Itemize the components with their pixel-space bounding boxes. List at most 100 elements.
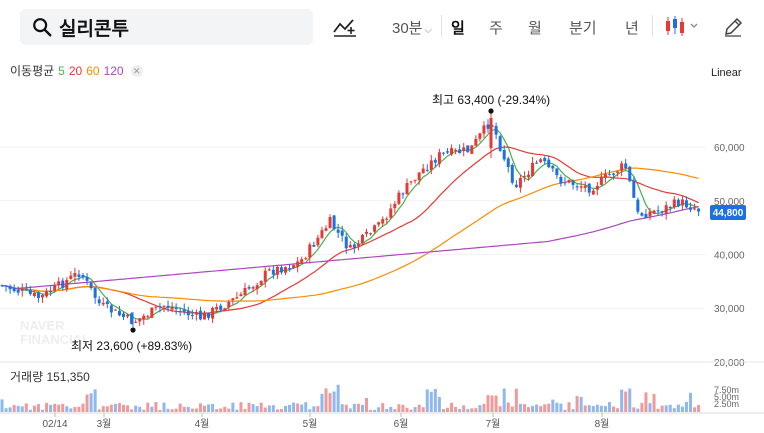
tab-quarter[interactable]: 분기	[569, 20, 597, 37]
volume-bar	[194, 408, 198, 412]
candle-body	[320, 230, 324, 238]
stock-search-box[interactable]: 실리콘투	[20, 9, 313, 45]
volume-bar	[61, 403, 65, 412]
volume-bar	[636, 408, 640, 412]
candle-body	[53, 284, 57, 292]
candle-body	[506, 158, 510, 168]
candle-body	[478, 133, 482, 139]
volume-bar	[672, 408, 676, 412]
volume-bar	[166, 408, 170, 412]
x-tick-label: 7월	[486, 418, 501, 430]
candle-body	[263, 270, 267, 282]
toolbar-divider	[441, 15, 442, 37]
candle-body	[409, 181, 413, 183]
volume-bar	[458, 408, 462, 412]
candle-body	[437, 152, 441, 164]
candle-body	[531, 162, 535, 177]
candle-body	[219, 305, 223, 310]
watermark-line1: NAVER	[20, 318, 65, 333]
candle-body	[648, 211, 652, 217]
candlestick-type-icon[interactable]	[664, 14, 700, 38]
volume-bar	[130, 409, 134, 412]
candle-body	[579, 186, 583, 188]
volume-bar	[211, 403, 215, 412]
candle-body	[61, 280, 65, 288]
candle-body	[73, 273, 77, 277]
scale-mode-label[interactable]: Linear	[711, 67, 742, 79]
volume-bar	[36, 404, 40, 412]
tab-month[interactable]: 월	[528, 20, 542, 37]
candle-body	[697, 208, 701, 212]
candle-body	[535, 162, 539, 164]
candle-body	[450, 148, 454, 155]
candle-body	[518, 178, 522, 188]
volume-bar	[421, 407, 425, 412]
volume-bar	[85, 394, 89, 412]
candle-body	[365, 231, 368, 234]
current-price-tag	[710, 205, 746, 220]
volume-bar	[599, 405, 603, 412]
candle-body	[251, 287, 255, 289]
candle-body	[259, 280, 263, 285]
volume-bar	[409, 409, 413, 412]
volume-bar	[227, 408, 231, 412]
volume-bar	[105, 406, 109, 412]
candle-body	[344, 236, 348, 249]
candle-body	[312, 244, 316, 247]
tab-week[interactable]: 주	[489, 20, 503, 37]
candle-body	[77, 274, 81, 277]
candle-body	[308, 244, 312, 258]
volume-bar	[162, 402, 166, 412]
search-query: 실리콘투	[59, 18, 129, 40]
volume-bar	[429, 391, 433, 412]
candle-body	[235, 297, 239, 299]
volume-bar	[417, 404, 421, 412]
volume-bar	[381, 403, 385, 412]
candle-body	[494, 126, 498, 135]
candle-body	[41, 294, 44, 298]
candle-body	[595, 186, 599, 190]
close-icon[interactable]: ✕	[130, 64, 143, 77]
interval-selector[interactable]: 30분 ⌵	[392, 20, 433, 37]
volume-bar	[296, 403, 300, 412]
volume-bar	[365, 398, 368, 412]
volume-bar	[522, 404, 526, 412]
candle-body	[591, 190, 595, 195]
volume-bar	[697, 404, 701, 412]
candle-body	[385, 218, 389, 220]
candle-body	[304, 258, 308, 260]
candle-body	[45, 291, 49, 297]
volume-bar	[506, 402, 510, 412]
volume-bar	[441, 409, 445, 412]
pencil-icon[interactable]	[722, 16, 744, 38]
volume-bar	[215, 409, 219, 412]
y-tick-label: 60,000	[714, 143, 745, 154]
volume-bar	[571, 409, 575, 412]
low-annotation: 최저 23,600 (+89.83%)	[71, 339, 192, 353]
volume-bar	[316, 406, 320, 412]
volume-bar	[190, 408, 194, 412]
indicator-chart-icon[interactable]	[332, 15, 358, 39]
candle-body	[417, 172, 421, 181]
tab-year[interactable]: 년	[625, 20, 639, 37]
candle-body	[105, 301, 109, 305]
volume-bar	[49, 404, 53, 412]
tab-day[interactable]: 일	[451, 20, 465, 37]
volume-bar	[101, 406, 105, 412]
volume-bar	[223, 406, 227, 412]
volume-bar	[304, 402, 308, 412]
volume-bar	[93, 389, 97, 412]
candle-body	[182, 309, 186, 312]
volume-bar	[77, 406, 81, 412]
volume-bar	[676, 404, 680, 412]
volume-bar	[288, 404, 292, 412]
ma-line-60	[1, 167, 699, 302]
candle-body	[332, 215, 336, 229]
candle-body	[122, 313, 125, 318]
watermark-line2: FINANCIAL	[20, 332, 90, 347]
candle-body	[4, 285, 8, 287]
volume-bar	[616, 408, 620, 412]
volume-bar	[150, 406, 154, 412]
candle-body	[36, 292, 40, 298]
